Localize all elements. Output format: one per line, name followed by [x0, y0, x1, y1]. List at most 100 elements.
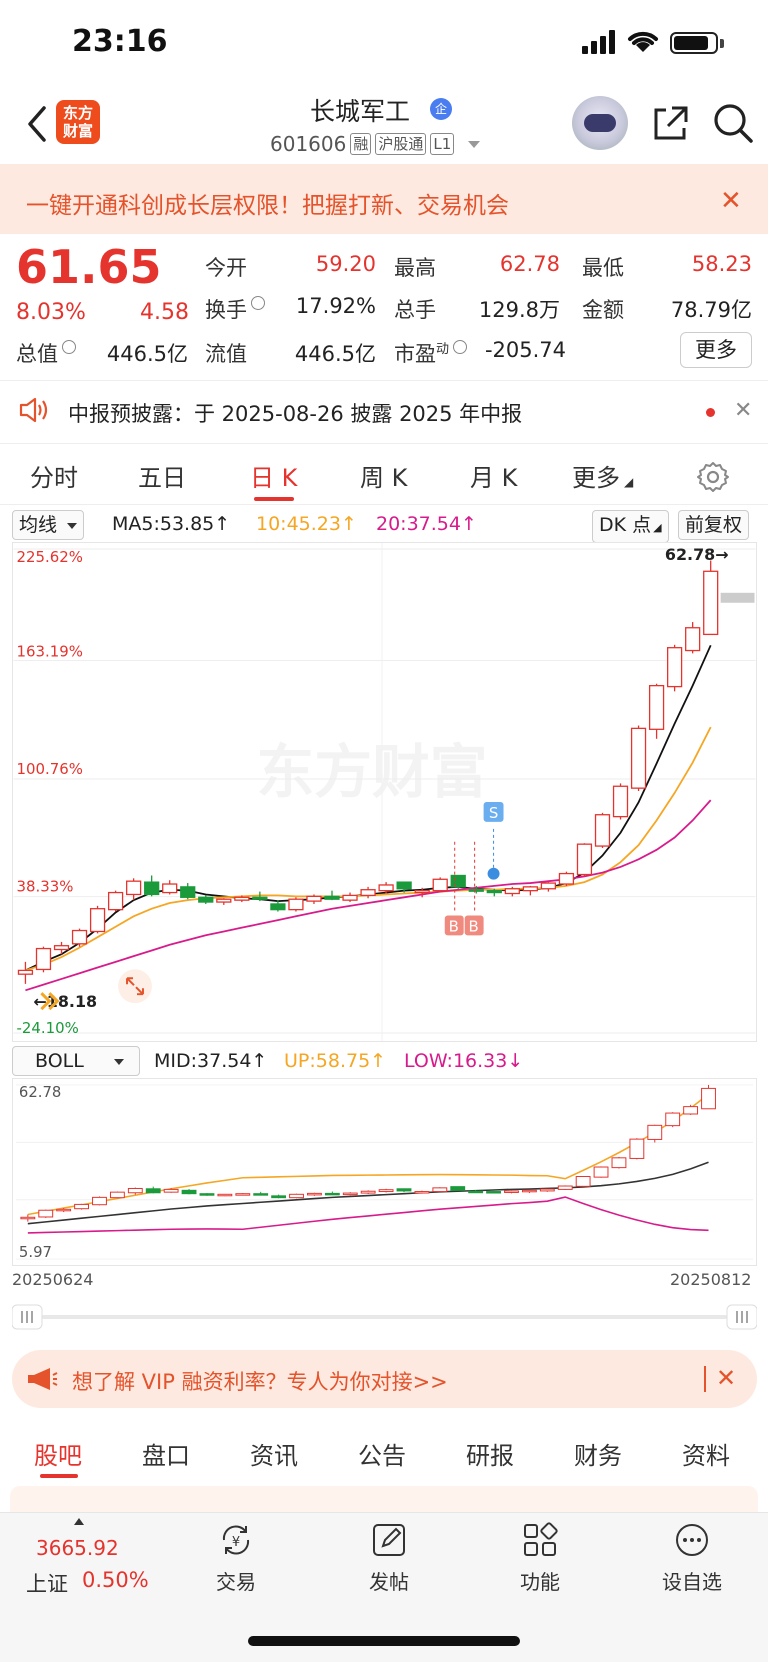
add-watchlist-button[interactable]: 设自选	[642, 1520, 742, 1595]
change-percent: 8.03%	[16, 300, 86, 325]
corner-arrow-icon: ◢	[653, 521, 662, 534]
candle-body	[270, 903, 286, 911]
candle-body	[468, 889, 484, 892]
battery-icon	[670, 32, 718, 54]
tab-five-day[interactable]: 五日	[138, 464, 186, 492]
tab-more[interactable]: 更多 ◢	[572, 458, 633, 493]
indicator-select-boll[interactable]: BOLL	[12, 1046, 140, 1076]
promo-text[interactable]: 一键开通科创成长层权限！把握打新、交易机会	[26, 193, 509, 219]
functions-button[interactable]: 功能	[490, 1520, 590, 1595]
vip-banner[interactable]	[12, 1350, 757, 1408]
more-dots-icon	[676, 1524, 708, 1556]
candle-body	[89, 908, 106, 933]
expand-icon[interactable]	[118, 969, 152, 1004]
promo-banner[interactable]	[0, 164, 768, 234]
tab-guba[interactable]: 股吧	[34, 1442, 82, 1470]
info-icon[interactable]	[453, 340, 468, 354]
trade-button[interactable]: ¥ 交易	[186, 1520, 286, 1595]
functions-label: 功能	[520, 1570, 560, 1594]
ma10-label: 10:45.23↑	[256, 513, 357, 535]
boll-chart[interactable]: 62.78 5.97	[12, 1078, 757, 1266]
y-label-neg24: -24.10%	[16, 1019, 78, 1037]
info-icon[interactable]	[251, 296, 265, 310]
candle-body	[56, 1208, 72, 1212]
candle-body	[396, 1188, 412, 1192]
close-icon[interactable]: ✕	[716, 1364, 737, 1392]
candle-body	[378, 884, 394, 892]
candle-body	[450, 1186, 466, 1191]
scroll-left-chevron-icon[interactable]	[40, 992, 60, 1011]
candle-body	[144, 881, 160, 896]
indicator-select-ma[interactable]: 均线	[12, 510, 85, 540]
close-icon[interactable]: ✕	[720, 186, 742, 216]
logo-text: 东方财富	[63, 104, 94, 140]
ma5-label: MA5:53.85↑	[112, 513, 231, 535]
candle-body	[216, 898, 232, 903]
index-percent[interactable]: 0.50%	[82, 1568, 149, 1592]
candle-body	[648, 685, 665, 730]
info-icon[interactable]	[62, 340, 76, 354]
divider	[0, 443, 768, 444]
candle-body	[127, 1187, 143, 1194]
candle-body	[145, 1188, 161, 1194]
candle-body	[414, 890, 430, 894]
tab-intraday[interactable]: 分时	[30, 464, 78, 492]
boll-up-line	[27, 1093, 710, 1216]
candle-body	[539, 1188, 555, 1192]
candles	[17, 560, 719, 984]
adjust-select[interactable]: 前复权	[678, 510, 750, 540]
candle-body	[593, 1166, 609, 1178]
open-label: 今开	[205, 256, 247, 280]
tab-profile[interactable]: 资料	[682, 1442, 730, 1470]
close-icon[interactable]: ✕	[734, 398, 753, 423]
candle-body	[235, 1193, 251, 1196]
candle-body	[450, 874, 466, 888]
indicator-ma-label: 均线	[19, 514, 58, 536]
candle-body	[92, 1196, 107, 1206]
low-price-tag: ←18.18	[33, 992, 97, 1011]
dk-select[interactable]: DK 点 ◢	[592, 510, 669, 543]
chevron-down-icon	[468, 140, 481, 148]
pe-label-text: 市盈	[394, 342, 436, 366]
stock-code-line[interactable]: 601606 融 沪股通 L1	[270, 132, 481, 156]
gear-icon[interactable]	[696, 460, 730, 494]
robot-face-icon	[584, 114, 616, 132]
search-icon[interactable]	[712, 102, 754, 144]
candle-body	[307, 1192, 322, 1196]
index-value[interactable]: 3665.92	[36, 1536, 119, 1560]
candle-body	[378, 1189, 394, 1193]
boll-ymax: 62.78	[19, 1084, 61, 1101]
current-price-marker	[720, 592, 755, 603]
tab-announcements[interactable]: 公告	[358, 1442, 406, 1470]
active-tab-indicator	[40, 1474, 78, 1478]
high-price-tag: 62.78→	[665, 545, 729, 564]
low-label: 最低	[582, 256, 624, 280]
index-name[interactable]: 上证	[26, 1572, 68, 1596]
tab-research[interactable]: 研报	[466, 1442, 514, 1470]
enterprise-badge: 企	[430, 98, 452, 120]
candle-body	[594, 814, 611, 847]
tab-monthly-k[interactable]: 月 K	[470, 464, 518, 492]
candle-body	[253, 1193, 269, 1196]
back-arrow-icon[interactable]	[22, 104, 52, 144]
app-logo[interactable]: 东方财富	[56, 100, 100, 144]
tab-finance[interactable]: 财务	[574, 1442, 622, 1470]
notice-text[interactable]: 中报预披露：于 2025-08-26 披露 2025 年中报	[68, 402, 523, 426]
float-value: 446.5亿	[294, 342, 376, 366]
tab-daily-k[interactable]: 日 K	[250, 464, 298, 492]
chart-range-scrollbar[interactable]	[12, 1302, 757, 1332]
share-icon[interactable]	[650, 104, 690, 144]
tab-weekly-k[interactable]: 周 K	[360, 464, 408, 492]
more-button[interactable]: 更多	[680, 332, 752, 368]
tab-more-label: 更多	[572, 464, 620, 492]
grid-icon	[524, 1522, 558, 1556]
tab-pankou[interactable]: 盘口	[142, 1442, 190, 1470]
post-button[interactable]: 发帖	[339, 1520, 439, 1595]
battery-tip	[720, 39, 724, 48]
candle-body	[107, 891, 124, 911]
candle-body	[71, 929, 88, 945]
megaphone-icon	[28, 1368, 58, 1390]
kline-chart[interactable]: 东方财富 225.62% 163.19% 100.76% 38.33% -24.…	[12, 542, 757, 1042]
tab-news[interactable]: 资讯	[250, 1442, 298, 1470]
vip-text[interactable]: 想了解 VIP 融资利率？专人为你对接>>	[72, 1370, 448, 1394]
